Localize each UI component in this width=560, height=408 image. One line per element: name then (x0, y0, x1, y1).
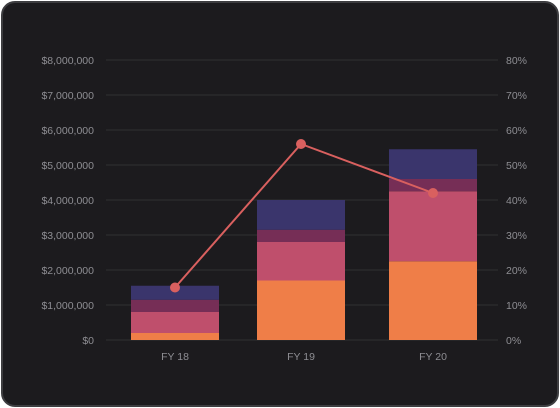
left-axis-ticks: $0 $1,000,000 $2,000,000 $3,000,000 $4,000,0… (41, 55, 94, 347)
bar-segment (131, 312, 219, 333)
x-tick-label: FY 19 (287, 351, 315, 363)
bar-segment (389, 191, 477, 262)
right-tick-label: 80% (506, 55, 527, 67)
left-tick-label: $4,000,000 (41, 195, 94, 207)
bar-segment (389, 179, 477, 192)
right-tick-label: 0% (506, 335, 521, 347)
line-point (296, 139, 306, 149)
left-tick-label: $2,000,000 (41, 265, 94, 277)
bar-segment (257, 229, 345, 242)
left-tick-label: $3,000,000 (41, 230, 94, 242)
right-tick-label: 30% (506, 230, 527, 242)
left-tick-label: $8,000,000 (41, 55, 94, 67)
left-tick-label: $1,000,000 (41, 300, 94, 312)
bar-segment (389, 149, 477, 179)
left-tick-label: $5,000,000 (41, 160, 94, 172)
line-point (170, 282, 180, 293)
right-tick-label: 60% (506, 125, 527, 137)
x-tick-label: FY 18 (161, 351, 189, 363)
x-tick-label: FY 20 (419, 351, 447, 363)
bar-segment (131, 299, 219, 312)
right-tick-label: 40% (506, 195, 527, 207)
bar-segment (257, 280, 345, 340)
left-tick-label: $6,000,000 (41, 125, 94, 137)
bars (131, 149, 477, 340)
combo-chart: $0 $1,000,000 $2,000,000 $3,000,000 $4,000,0… (41, 55, 527, 363)
right-tick-label: 50% (506, 160, 527, 172)
bar-segment (257, 242, 345, 281)
right-axis-ticks: 0% 10% 20% 30% 40% 50% 60% 70% 80% (506, 55, 527, 347)
bar-segment (257, 200, 345, 230)
right-tick-label: 70% (506, 90, 527, 102)
line-point (428, 188, 438, 198)
bar-segment (389, 261, 477, 340)
left-tick-label: $0 (82, 335, 94, 347)
line-series (170, 139, 438, 293)
bar-segment (131, 285, 219, 300)
left-tick-label: $7,000,000 (41, 90, 94, 102)
x-axis-ticks: FY 18 FY 19 FY 20 (161, 351, 447, 363)
right-tick-label: 20% (506, 265, 527, 277)
right-tick-label: 10% (506, 300, 527, 312)
bar-segment (131, 333, 219, 340)
